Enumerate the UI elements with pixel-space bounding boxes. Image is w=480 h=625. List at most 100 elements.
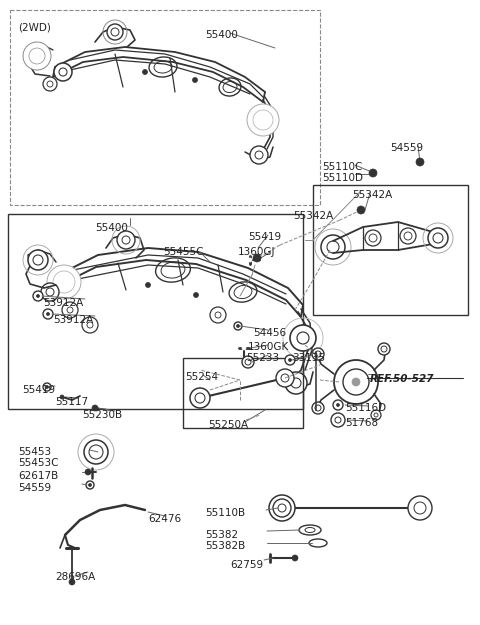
Circle shape (416, 158, 424, 166)
Bar (313, 185, 468, 315)
Text: 54559: 54559 (390, 143, 423, 153)
Text: 33135: 33135 (292, 353, 325, 363)
Text: 54456: 54456 (253, 328, 286, 338)
Circle shape (43, 77, 57, 91)
Text: (2WD): (2WD) (18, 23, 51, 33)
Circle shape (84, 440, 108, 464)
Text: 55453C: 55453C (18, 458, 59, 468)
Text: 1360GK: 1360GK (248, 342, 289, 352)
Circle shape (357, 206, 365, 214)
Circle shape (92, 405, 98, 411)
Circle shape (371, 410, 381, 420)
Circle shape (36, 294, 39, 298)
Text: 62617B: 62617B (18, 471, 58, 481)
Text: 55110B: 55110B (205, 508, 245, 518)
Text: 62476: 62476 (148, 514, 181, 524)
Text: 55250A: 55250A (208, 420, 248, 430)
Circle shape (365, 230, 381, 246)
Circle shape (47, 265, 81, 299)
Bar (183, 358, 303, 428)
Circle shape (210, 307, 226, 323)
Circle shape (250, 146, 268, 164)
Circle shape (336, 404, 339, 406)
Circle shape (53, 271, 75, 293)
Circle shape (46, 386, 48, 389)
Circle shape (234, 322, 242, 330)
Circle shape (285, 355, 295, 365)
Circle shape (43, 309, 53, 319)
Text: 1360GJ: 1360GJ (238, 247, 276, 257)
Text: 55110C: 55110C (322, 162, 362, 172)
Circle shape (273, 499, 291, 517)
Text: REF.50-527: REF.50-527 (370, 374, 434, 384)
Circle shape (400, 228, 416, 244)
Circle shape (88, 484, 92, 486)
Circle shape (54, 63, 72, 81)
Text: 55233: 55233 (246, 353, 279, 363)
Circle shape (290, 325, 316, 351)
Circle shape (47, 312, 49, 316)
Bar (8, 214, 303, 409)
Circle shape (288, 359, 291, 361)
Circle shape (242, 346, 246, 350)
Circle shape (28, 250, 48, 270)
Circle shape (408, 496, 432, 520)
Circle shape (369, 169, 377, 177)
Text: 53912A: 53912A (43, 298, 83, 308)
Text: 62759: 62759 (230, 560, 263, 570)
Circle shape (107, 24, 123, 40)
Text: 54559: 54559 (18, 483, 51, 493)
Circle shape (312, 402, 324, 414)
Circle shape (276, 369, 294, 387)
Circle shape (60, 395, 64, 399)
Circle shape (190, 388, 210, 408)
Text: 55419: 55419 (248, 232, 281, 242)
Circle shape (253, 110, 273, 130)
Circle shape (145, 282, 151, 288)
Bar (10, 10, 320, 205)
Circle shape (41, 283, 59, 301)
Circle shape (86, 481, 94, 489)
Text: 28696A: 28696A (55, 572, 95, 582)
Circle shape (85, 469, 91, 475)
Text: 55342A: 55342A (293, 211, 333, 221)
Text: 55230B: 55230B (82, 410, 122, 420)
Circle shape (321, 235, 345, 259)
Text: 55400: 55400 (205, 30, 238, 40)
Circle shape (82, 317, 98, 333)
Circle shape (312, 348, 324, 360)
Text: 55382B: 55382B (205, 541, 245, 551)
Text: 55254: 55254 (185, 372, 218, 382)
Text: 55116D: 55116D (345, 403, 386, 413)
Text: 55455C: 55455C (163, 247, 204, 257)
Circle shape (253, 254, 261, 262)
Text: 51768: 51768 (345, 418, 378, 428)
Circle shape (193, 292, 199, 297)
Circle shape (242, 356, 254, 368)
Circle shape (331, 413, 345, 427)
Circle shape (117, 231, 135, 249)
Text: 53912A: 53912A (53, 315, 93, 325)
Circle shape (23, 42, 51, 70)
Text: 55117: 55117 (55, 397, 88, 407)
Circle shape (62, 302, 78, 318)
Circle shape (237, 324, 240, 328)
Text: 55419: 55419 (22, 385, 55, 395)
Circle shape (43, 383, 51, 391)
Circle shape (428, 228, 448, 248)
Circle shape (285, 372, 307, 394)
Circle shape (192, 78, 197, 82)
Text: 55400: 55400 (95, 223, 128, 233)
Circle shape (292, 555, 298, 561)
Text: 55453: 55453 (18, 447, 51, 457)
Circle shape (29, 48, 45, 64)
Circle shape (247, 104, 279, 136)
Text: 55110D: 55110D (322, 173, 363, 183)
Circle shape (69, 579, 75, 585)
Circle shape (248, 258, 252, 262)
Circle shape (352, 378, 360, 386)
Text: 55382: 55382 (205, 530, 238, 540)
Circle shape (269, 495, 295, 521)
Circle shape (33, 291, 43, 301)
Text: 55342A: 55342A (352, 190, 392, 200)
